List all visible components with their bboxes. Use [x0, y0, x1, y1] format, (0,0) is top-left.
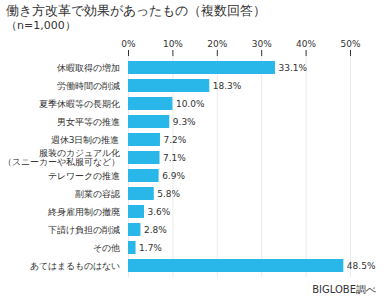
svg-text:テレワークの推進: テレワークの推進: [48, 171, 120, 181]
svg-text:30%: 30%: [252, 39, 272, 49]
html-text:（n=1,000）: （n=1,000）: [6, 19, 76, 32]
svg-text:40%: 40%: [296, 39, 316, 49]
svg-text:6.9%: 6.9%: [162, 171, 185, 181]
svg-text:1.7%: 1.7%: [139, 243, 162, 253]
svg-text:3.6%: 3.6%: [147, 207, 170, 217]
svg-text:その他: その他: [93, 243, 120, 253]
svg-text:0%: 0%: [121, 39, 136, 49]
svg-text:18.3%: 18.3%: [213, 81, 242, 91]
svg-text:服装のカジュアル化（スニーカーや私服可など）: 服装のカジュアル化（スニーカーや私服可など）: [3, 148, 120, 167]
svg-text:7.1%: 7.1%: [163, 153, 186, 163]
svg-text:10%: 10%: [163, 39, 183, 49]
svg-text:男女平等の推進: 男女平等の推進: [57, 117, 120, 127]
svg-text:2.8%: 2.8%: [144, 225, 167, 235]
svg-text:休暇取得の増加: 休暇取得の増加: [57, 63, 120, 73]
svg-text:終身雇用制の撤廃: 終身雇用制の撤廃: [47, 207, 120, 217]
svg-text:労働時間の削減: 労働時間の削減: [57, 81, 120, 91]
html-text:働き方改革で効果があったもの（複数回答）: 働き方改革で効果があったもの（複数回答）: [6, 3, 266, 18]
svg-text:10.0%: 10.0%: [176, 99, 205, 109]
svg-text:5.8%: 5.8%: [157, 189, 180, 199]
svg-text:9.3%: 9.3%: [173, 117, 196, 127]
svg-text:50%: 50%: [340, 39, 360, 49]
svg-text:7.2%: 7.2%: [163, 135, 186, 145]
svg-text:あてはまるものはない: あてはまるものはない: [30, 261, 120, 271]
svg-text:夏季休暇等の長期化: 夏季休暇等の長期化: [39, 99, 120, 109]
svg-text:週休3日制の推進: 週休3日制の推進: [51, 135, 120, 145]
svg-text:20%: 20%: [207, 39, 227, 49]
svg-text:33.1%: 33.1%: [278, 63, 307, 73]
svg-text:下請け負担の削減: 下請け負担の削減: [48, 225, 120, 235]
svg-text:副業の容認: 副業の容認: [75, 189, 120, 199]
svg-text:48.5%: 48.5%: [347, 261, 376, 271]
html-text:BIGLOBE調べ: BIGLOBE調べ: [312, 284, 376, 295]
